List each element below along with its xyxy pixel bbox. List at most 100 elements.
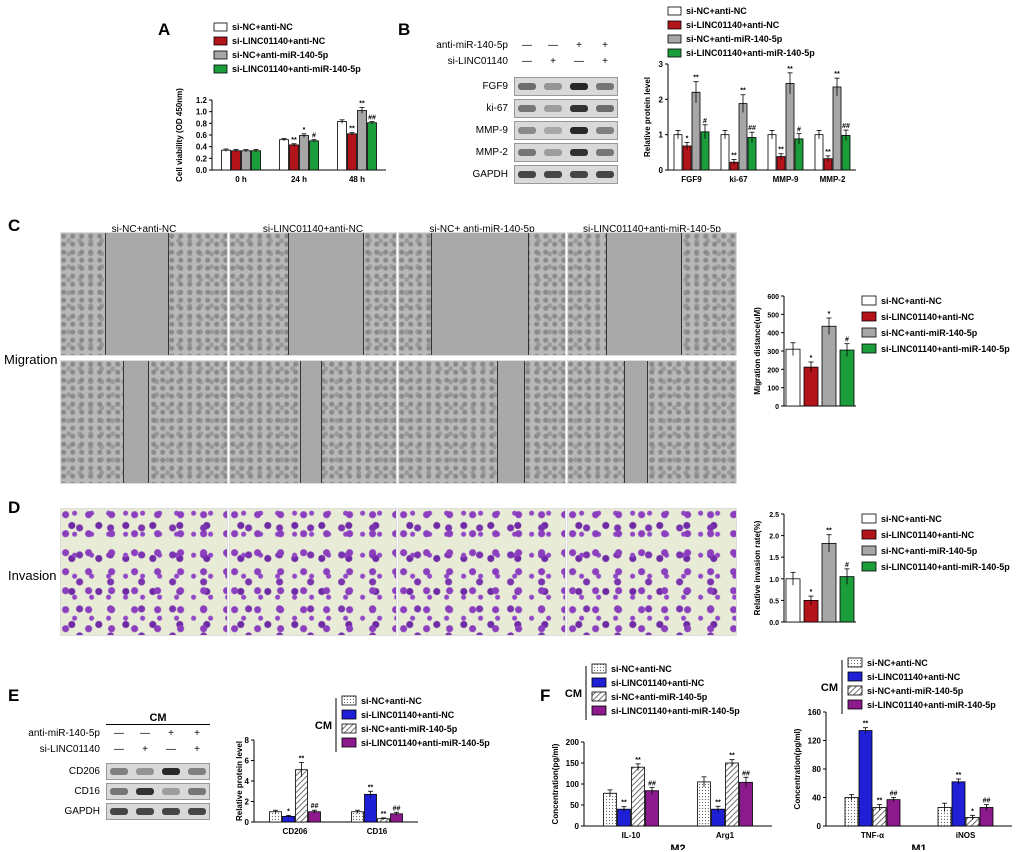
y-tick-label: 0 — [245, 818, 250, 827]
legend-group-label: CM — [821, 682, 838, 694]
migration-micrograph — [229, 232, 397, 356]
blot-band — [570, 83, 588, 90]
treatment-mark: — — [522, 56, 532, 67]
scratch-gap — [606, 233, 682, 355]
y-tick-label: 0.6 — [196, 131, 208, 140]
y-tick-label: 400 — [767, 331, 779, 338]
band-label: GAPDH — [64, 806, 100, 817]
legend-label: si-NC+anti-NC — [881, 296, 942, 306]
category-label: MMP-9 — [773, 175, 799, 184]
migration-micrograph — [567, 232, 737, 356]
blot-strip — [514, 99, 618, 118]
bar — [645, 790, 659, 827]
legend-swatch — [213, 22, 228, 32]
migration-micrograph — [398, 232, 566, 356]
legend-swatch — [667, 34, 682, 44]
legend-swatch — [341, 723, 357, 734]
y-tick-label: 40 — [812, 794, 821, 803]
treatment-label: si-LINC01140 — [447, 56, 508, 67]
category-label: iNOS — [956, 831, 976, 840]
bar — [309, 140, 319, 171]
y-tick-label: 1 — [659, 131, 664, 140]
legend-label: si-LINC01140+anti-miR-140-5p — [867, 700, 996, 710]
legend-label: si-LINC01140+anti-miR-140-5p — [881, 344, 1010, 354]
bar — [785, 348, 801, 407]
migration-micrograph — [60, 232, 228, 356]
blot-band — [110, 808, 128, 815]
western-blot-b: anti-miR-140-5p — — + + si-LINC01140 — + — + FGF9 k… — [420, 36, 620, 186]
legend-label: si-NC+anti-miR-140-5p — [232, 50, 329, 60]
bar — [720, 134, 730, 171]
category-label: CD206 — [283, 827, 308, 836]
significance-mark: ** — [834, 71, 840, 78]
blot-band — [544, 127, 562, 134]
bar — [279, 139, 289, 171]
panel-label-a: A — [158, 20, 171, 39]
blot-strip — [514, 143, 618, 162]
significance-mark: # — [312, 133, 316, 140]
legend-label: si-NC+anti-NC — [611, 664, 672, 674]
significance-mark: ** — [368, 784, 374, 791]
band-label: ki-67 — [486, 103, 508, 114]
legend-label: si-LINC01140+anti-miR-140-5p — [686, 48, 815, 58]
treatment-mark: + — [602, 40, 608, 51]
legend-swatch — [847, 685, 863, 696]
bar — [251, 150, 261, 171]
significance-mark: ## — [368, 115, 376, 122]
migration-micrograph — [229, 360, 397, 484]
significance-mark: * — [971, 808, 974, 815]
blot-band — [162, 808, 180, 815]
y-tick-label: 0 — [817, 822, 822, 831]
treatment-label: anti-miR-140-5p — [436, 40, 508, 51]
significance-mark: ** — [715, 799, 721, 806]
significance-mark: ## — [890, 791, 898, 798]
significance-mark: * — [810, 589, 813, 596]
bar — [725, 762, 739, 827]
significance-mark: # — [797, 127, 801, 134]
bar — [673, 134, 683, 171]
significance-mark: * — [303, 127, 306, 134]
y-tick-label: 1.2 — [196, 96, 208, 105]
category-label: 24 h — [291, 175, 307, 184]
blot-band — [518, 105, 536, 112]
invasion-label: Invasion — [8, 568, 57, 583]
treatment-label: anti-miR-140-5p — [28, 728, 100, 739]
treatment-mark: + — [576, 40, 582, 51]
blot-band — [596, 83, 614, 90]
western-blot-e: CM anti-miR-140-5p — — + + si-LINC01140 — + — + CD2… — [20, 712, 220, 822]
treatment-mark: + — [194, 728, 200, 739]
bar — [631, 766, 645, 827]
significance-mark: # — [845, 562, 849, 569]
category-label: IL-10 — [622, 831, 641, 840]
treatment-mark: + — [142, 744, 148, 755]
bar — [337, 121, 347, 171]
y-tick-label: 2 — [245, 798, 250, 807]
bar — [886, 799, 901, 827]
bar — [603, 792, 617, 827]
legend-label: si-LINC01140+anti-NC — [232, 36, 326, 46]
scratch-gap — [431, 233, 529, 355]
significance-mark: ** — [740, 88, 746, 95]
significance-mark: ** — [729, 753, 735, 760]
blot-band — [570, 171, 588, 178]
significance-mark: ** — [349, 126, 355, 133]
bar — [821, 325, 837, 407]
category-label: 0 h — [235, 175, 247, 184]
bar — [682, 145, 692, 171]
y-tick-label: 3 — [659, 60, 664, 69]
y-tick-label: 2.0 — [769, 534, 779, 541]
legend-label: si-NC+anti-miR-140-5p — [686, 34, 783, 44]
treatment-mark: — — [522, 40, 532, 51]
bar — [299, 135, 309, 171]
y-tick-label: 300 — [767, 349, 779, 356]
blot-band — [136, 788, 154, 795]
bar — [295, 769, 308, 823]
significance-mark: ** — [359, 101, 365, 108]
invasion-micrograph — [567, 508, 737, 636]
significance-mark: ** — [826, 528, 832, 535]
micro-title-4: si-LINC01140+anti-miR-140-5p — [583, 224, 721, 235]
invasion-micrograph — [398, 508, 566, 636]
category-label: MMP-2 — [820, 175, 846, 184]
legend-swatch — [213, 36, 228, 46]
